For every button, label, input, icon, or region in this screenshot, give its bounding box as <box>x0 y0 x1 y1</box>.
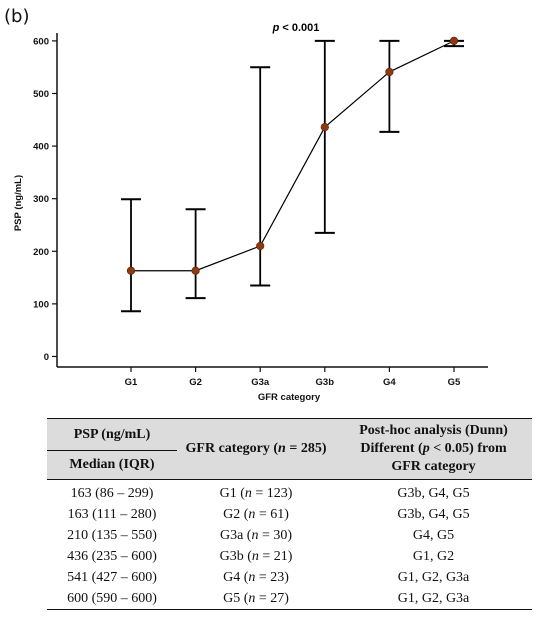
median-iqr-cell: 163 (86 – 299) <box>70 485 154 501</box>
table-row: 163 (86 – 299) G1 (n = 123) G3b, G4, G5 <box>47 480 532 505</box>
posthoc-cell: G3b, G4, G5 <box>397 485 470 501</box>
y-tick-label: 300 <box>33 194 49 205</box>
x-tick-label: G1 <box>125 377 138 388</box>
table-body: 163 (86 – 299) G1 (n = 123) G3b, G4, G5 163… <box>47 480 532 610</box>
table-row: 210 (135 – 550) G3a (n = 30) G4, G5 <box>47 525 532 546</box>
x-tick-label: G5 <box>448 377 461 388</box>
summary-table-container: PSP (ng/mL) GFR category (n = 285) Post-… <box>47 418 532 610</box>
median-line <box>131 40 455 272</box>
median-iqr-cell: 541 (427 – 600) <box>67 569 157 585</box>
x-tick-label: G2 <box>189 377 202 388</box>
median-markers <box>126 36 459 275</box>
psp-header: PSP (ng/mL) <box>47 418 177 451</box>
gfr-category-cell: G1 (n = 123) <box>219 485 293 501</box>
posthoc-cell: G3b, G4, G5 <box>397 506 470 522</box>
y-tick-label: 100 <box>33 299 49 310</box>
gfr-category-header: GFR category (n = 285) <box>177 418 335 480</box>
table-row: 600 (590 – 600) G5 (n = 27) G1, G2, G3a <box>47 588 532 610</box>
y-tick-label: 0 <box>44 352 49 363</box>
y-tick-label: 600 <box>33 36 49 47</box>
gfr-category-cell: G2 (n = 61) <box>223 506 289 522</box>
table-row: 163 (111 – 280) G2 (n = 61) G3b, G4, G5 <box>47 504 532 525</box>
y-tick-label: 400 <box>33 142 49 153</box>
posthoc-cell: G1, G2 <box>412 548 455 564</box>
median-iqr-header: Median (IQR) <box>47 449 177 481</box>
posthoc-cell: G1, G2, G3a <box>397 569 470 585</box>
iqr-whiskers <box>121 39 464 313</box>
median-point-G3b <box>320 123 329 132</box>
y-tick-label: 200 <box>33 247 49 258</box>
median-iqr-cell: 163 (111 – 280) <box>67 506 157 522</box>
median-point-G3a <box>256 241 265 251</box>
psp-gfr-chart: p < 0.001 0 100 200 300 400 500 600 G1 G2 G3a G3b G… <box>13 22 488 403</box>
gfr-category-cell: G3b (n = 21) <box>219 548 293 564</box>
median-point-G5 <box>449 36 459 45</box>
y-axis-title: PSP (ng/mL) <box>13 175 24 231</box>
gfr-category-cell: G3a (n = 30) <box>219 527 293 543</box>
posthoc-cell: G1, G2, G3a <box>335 588 532 610</box>
median-iqr-cell: 600 (590 – 600) <box>47 588 177 610</box>
x-tick-label: G3a <box>251 377 270 388</box>
posthoc-header: Post-hoc analysis (Dunn) Different (p < 0… <box>335 418 532 480</box>
x-tick-label: G3b <box>316 377 335 388</box>
median-point-G2 <box>191 266 200 275</box>
x-tick-label: G4 <box>383 377 396 388</box>
y-tick-label: 500 <box>33 89 49 100</box>
median-iqr-cell: 210 (135 – 550) <box>67 527 157 543</box>
gfr-category-cell: G4 (n = 23) <box>223 569 289 585</box>
table-row: 541 (427 – 600) G4 (n = 23) G1, G2, G3a <box>47 567 532 588</box>
p-value-annotation: p < 0.001 <box>272 22 320 34</box>
table-row: 436 (235 – 600) G3b (n = 21) G1, G2 <box>47 546 532 567</box>
x-axis-title: GFR category <box>258 392 321 403</box>
median-point-G1 <box>126 266 136 275</box>
median-polyline <box>131 40 455 272</box>
chart-axes: 0 100 200 300 400 500 600 G1 G2 G3a G3b G4 G5 <box>33 33 488 388</box>
panel-label: (b) <box>4 6 30 27</box>
median-point-G4 <box>385 67 394 77</box>
posthoc-cell: G4, G5 <box>412 527 455 543</box>
summary-table: PSP (ng/mL) GFR category (n = 285) Post-… <box>47 418 532 610</box>
gfr-category-cell: G5 (n = 27) <box>177 588 335 610</box>
median-iqr-cell: 436 (235 – 600) <box>67 548 157 564</box>
